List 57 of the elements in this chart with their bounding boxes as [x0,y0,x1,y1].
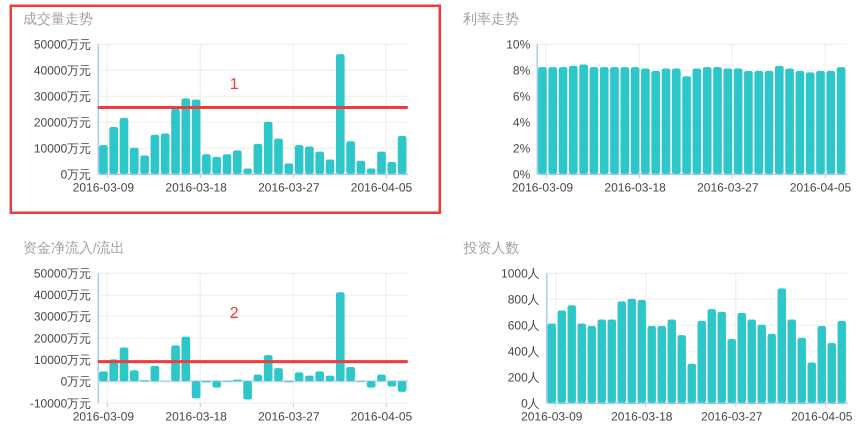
bar [243,381,252,400]
x-tick-label: 2016-03-18 [604,180,666,194]
chart-title: 利率走势 [462,10,519,26]
bar [99,371,108,382]
x-tick-label: 2016-04-05 [350,180,412,194]
x-tick-label: 2016-03-27 [258,409,320,424]
chart-title: 资金净流入/流出 [22,239,125,256]
x-tick-label: 2016-03-09 [521,409,583,424]
bar [99,145,108,174]
y-tick-label: 30000万元 [34,310,92,324]
x-tick-label: 2016-03-18 [165,180,228,194]
y-tick-label: 50000万元 [34,266,92,280]
y-tick-label: 800人 [508,292,540,306]
x-tick-label: 2016-03-27 [701,409,763,424]
y-tick-label: 0万元 [60,374,92,389]
y-tick-label: 600人 [508,318,540,332]
y-tick-label: 8% [512,63,531,78]
x-tick-label: 2016-03-27 [697,180,759,194]
y-tick-label: 40000万元 [34,63,92,78]
y-tick-label: 0万元 [60,167,92,182]
bar [192,381,200,398]
y-tick-label: 20000万元 [34,331,92,346]
y-tick-label: -10000万元 [30,396,92,410]
y-tick-label: 200人 [508,370,540,384]
x-tick-label: 2016-03-09 [72,180,134,194]
bar [538,67,547,174]
y-tick-label: 2% [512,141,531,156]
x-tick-label: 2016-03-18 [611,409,673,424]
chart-title: 成交量走势 [22,10,93,26]
bar [346,367,355,382]
y-tick-label: 40000万元 [34,288,92,302]
y-tick-label: 30000万元 [34,89,92,104]
y-tick-label: 10000万元 [34,352,92,367]
bar [398,136,406,174]
bar [398,381,406,392]
y-tick-label: 0人 [521,396,540,410]
chart-title: 投资人数 [462,239,520,256]
x-tick-label: 2016-03-27 [258,180,320,194]
y-tick-label: 0% [512,167,531,182]
x-tick-label: 2016-04-05 [791,409,853,424]
bar [836,67,846,174]
y-tick-label: 20000万元 [34,115,92,130]
y-tick-label: 4% [512,115,531,130]
y-tick-label: 400人 [508,344,540,358]
y-tick-label: 50000万元 [34,37,92,52]
y-tick-label: 10% [506,37,531,52]
y-tick-label: 6% [512,89,531,104]
x-tick-label: 2016-03-18 [165,409,228,424]
annotation: 1 [230,76,239,94]
x-tick-label: 2016-04-05 [350,409,412,424]
y-tick-label: 10000万元 [34,141,92,156]
bar [150,366,160,382]
x-tick-label: 2016-04-05 [790,180,852,194]
x-tick-label: 2016-03-09 [72,409,134,424]
annotation: 2 [230,305,239,322]
y-tick-label: 1000人 [501,266,540,280]
x-tick-label: 2016-03-09 [512,180,574,194]
